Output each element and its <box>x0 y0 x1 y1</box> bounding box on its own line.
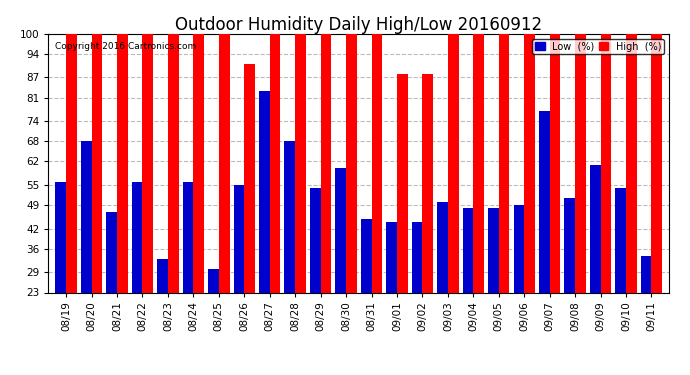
Bar <box>499 34 509 292</box>
Bar <box>346 34 357 292</box>
Bar <box>361 219 371 292</box>
Bar <box>208 269 219 292</box>
Bar <box>168 34 179 292</box>
Bar <box>270 34 280 292</box>
Bar <box>641 255 651 292</box>
Bar <box>462 209 473 292</box>
Bar <box>590 165 600 292</box>
Bar <box>117 34 128 292</box>
Bar <box>412 222 422 292</box>
Bar <box>284 141 295 292</box>
Bar <box>132 182 142 292</box>
Bar <box>488 209 499 292</box>
Title: Outdoor Humidity Daily High/Low 20160912: Outdoor Humidity Daily High/Low 20160912 <box>175 16 542 34</box>
Bar <box>437 202 448 292</box>
Text: Copyright 2016 Cartronics.com: Copyright 2016 Cartronics.com <box>55 42 196 51</box>
Bar <box>524 34 535 292</box>
Bar <box>422 74 433 292</box>
Bar <box>244 64 255 292</box>
Bar <box>651 34 662 292</box>
Bar <box>295 34 306 292</box>
Bar <box>183 182 193 292</box>
Bar <box>81 141 92 292</box>
Bar <box>234 185 244 292</box>
Bar <box>448 34 459 292</box>
Legend: Low  (%), High  (%): Low (%), High (%) <box>532 39 664 54</box>
Bar <box>564 198 575 292</box>
Bar <box>92 34 102 292</box>
Bar <box>397 74 408 292</box>
Bar <box>157 259 168 292</box>
Bar <box>386 222 397 292</box>
Bar <box>513 205 524 292</box>
Bar <box>66 34 77 292</box>
Bar <box>626 34 637 292</box>
Bar <box>335 168 346 292</box>
Bar <box>55 182 66 292</box>
Bar <box>575 34 586 292</box>
Bar <box>142 34 153 292</box>
Bar <box>106 212 117 292</box>
Bar <box>615 188 626 292</box>
Bar <box>310 188 321 292</box>
Bar <box>539 111 550 292</box>
Bar <box>259 91 270 292</box>
Bar <box>321 34 331 292</box>
Bar <box>600 34 611 292</box>
Bar <box>219 34 230 292</box>
Bar <box>473 34 484 292</box>
Bar <box>371 34 382 292</box>
Bar <box>550 34 560 292</box>
Bar <box>193 34 204 292</box>
